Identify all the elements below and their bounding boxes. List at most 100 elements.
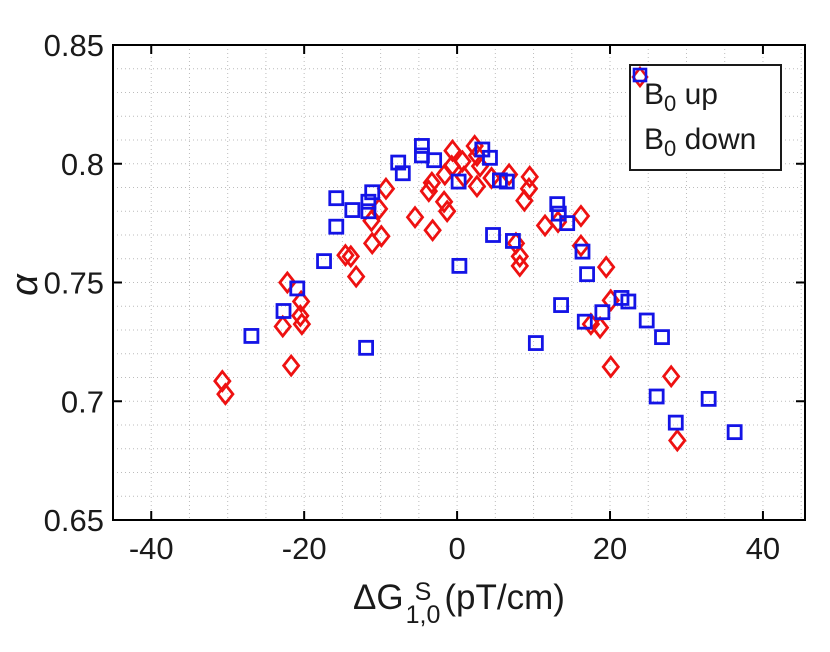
data-point-b0-down bbox=[394, 165, 411, 182]
data-point-b0-down bbox=[390, 154, 407, 171]
data-point-b0-down bbox=[527, 335, 544, 351]
data-point-b0-up bbox=[405, 205, 425, 229]
data-point-b0-down bbox=[549, 196, 566, 213]
data-point-b0-down bbox=[700, 390, 717, 407]
data-point-b0-down bbox=[579, 266, 595, 283]
data-point-b0-up bbox=[422, 170, 442, 195]
data-point-b0-up bbox=[596, 255, 616, 279]
data-point-b0-up bbox=[590, 315, 610, 340]
data-point-b0-down bbox=[559, 215, 576, 232]
data-point-b0-down bbox=[414, 138, 430, 154]
series-b0-down bbox=[243, 138, 743, 441]
data-point-b0-down bbox=[485, 227, 501, 243]
legend-item-b0-up: B0 up bbox=[631, 66, 780, 116]
data-point-b0-up bbox=[273, 314, 293, 339]
data-point-b0-up bbox=[581, 312, 601, 336]
x-axis-label-sub: 1,0 bbox=[405, 601, 441, 629]
data-point-b0-up bbox=[661, 364, 681, 389]
data-point-b0-up bbox=[346, 264, 366, 289]
data-point-b0-up bbox=[482, 166, 501, 190]
data-point-b0-up bbox=[668, 428, 687, 453]
diamond-marker-icon bbox=[631, 66, 649, 88]
data-point-b0-up bbox=[519, 176, 539, 201]
data-point-b0-up bbox=[281, 353, 301, 378]
data-point-b0-down bbox=[358, 339, 374, 356]
data-point-b0-down bbox=[576, 313, 593, 330]
data-point-b0-down bbox=[316, 253, 332, 270]
x-tick-label: -20 bbox=[282, 531, 327, 566]
data-point-b0-down bbox=[667, 414, 684, 431]
data-point-b0-up bbox=[291, 303, 310, 328]
data-point-b0-down bbox=[620, 293, 637, 310]
y-axis-label: α bbox=[4, 274, 46, 296]
data-point-b0-up bbox=[423, 218, 442, 243]
data-point-b0-down bbox=[275, 303, 292, 319]
data-point-b0-up bbox=[341, 244, 361, 269]
data-point-b0-up bbox=[291, 289, 311, 314]
data-point-b0-down bbox=[638, 312, 655, 329]
x-tick-label: 40 bbox=[746, 531, 780, 566]
data-point-b0-down bbox=[550, 205, 567, 222]
data-point-b0-down bbox=[360, 193, 377, 210]
data-point-b0-down bbox=[498, 173, 515, 190]
data-point-b0-up bbox=[510, 254, 530, 278]
legend: B0 up B0 down bbox=[629, 64, 782, 171]
data-point-b0-up bbox=[571, 233, 591, 258]
x-tick-label: -40 bbox=[129, 531, 174, 566]
data-point-b0-up bbox=[292, 312, 312, 336]
x-axis-label: ΔG S 1,0 (pT/cm) bbox=[113, 578, 805, 629]
data-point-b0-down bbox=[364, 184, 381, 201]
x-axis-label-unit: (pT/cm) bbox=[444, 578, 565, 617]
y-tick-label: 0.85 bbox=[44, 28, 104, 63]
data-point-b0-up bbox=[571, 204, 591, 228]
data-point-b0-down bbox=[505, 233, 521, 249]
data-point-b0-up bbox=[362, 231, 382, 256]
data-point-b0-down bbox=[726, 424, 743, 441]
x-axis-label-sup: S bbox=[414, 578, 432, 606]
y-tick-label: 0.8 bbox=[61, 147, 104, 182]
data-point-b0-up bbox=[510, 244, 530, 269]
data-point-b0-up bbox=[372, 224, 391, 248]
data-point-b0-up bbox=[467, 174, 487, 199]
square-marker-icon bbox=[632, 67, 648, 83]
data-point-b0-up bbox=[336, 243, 355, 267]
data-point-b0-down bbox=[574, 243, 591, 260]
data-point-b0-down bbox=[451, 257, 468, 274]
data-point-b0-down bbox=[482, 149, 498, 166]
data-point-b0-up bbox=[601, 355, 621, 379]
x-axis-label-subsup: S 1,0 bbox=[405, 578, 441, 629]
data-point-b0-up bbox=[443, 138, 462, 163]
legend-item-b0-down: B0 down bbox=[632, 67, 780, 162]
x-tick-label: 0 bbox=[448, 531, 465, 566]
data-point-b0-up bbox=[437, 199, 457, 224]
data-point-b0-down bbox=[553, 297, 569, 313]
data-point-b0-down bbox=[328, 190, 345, 207]
y-tick-label: 0.75 bbox=[44, 266, 104, 301]
data-point-b0-down bbox=[648, 388, 665, 405]
data-point-b0-down bbox=[289, 280, 306, 297]
data-point-b0-up bbox=[520, 165, 540, 189]
data-point-b0-up bbox=[467, 143, 487, 168]
data-point-b0-up bbox=[216, 382, 235, 406]
data-point-b0-down bbox=[344, 202, 361, 218]
data-point-b0-down bbox=[426, 152, 443, 169]
data-point-b0-up bbox=[278, 270, 297, 295]
y-tick-label: 0.7 bbox=[61, 384, 104, 419]
data-point-b0-up bbox=[535, 213, 555, 238]
legend-label-b0-up: B0 up bbox=[644, 77, 718, 116]
legend-label-b0-down: B0 down bbox=[644, 123, 757, 162]
ticks bbox=[113, 44, 805, 521]
x-axis-label-base: ΔG bbox=[353, 578, 404, 617]
data-point-b0-down bbox=[243, 328, 260, 344]
x-tick-label: 20 bbox=[593, 531, 627, 566]
data-point-b0-up bbox=[499, 162, 519, 187]
data-point-b0-up bbox=[376, 176, 396, 201]
data-point-b0-down bbox=[654, 329, 670, 346]
data-point-b0-up bbox=[434, 189, 454, 214]
data-point-b0-down bbox=[594, 304, 611, 321]
data-point-b0-down bbox=[450, 173, 467, 190]
y-tick-label: 0.65 bbox=[44, 503, 104, 538]
data-point-b0-down bbox=[328, 218, 345, 235]
data-point-b0-down bbox=[360, 203, 377, 220]
